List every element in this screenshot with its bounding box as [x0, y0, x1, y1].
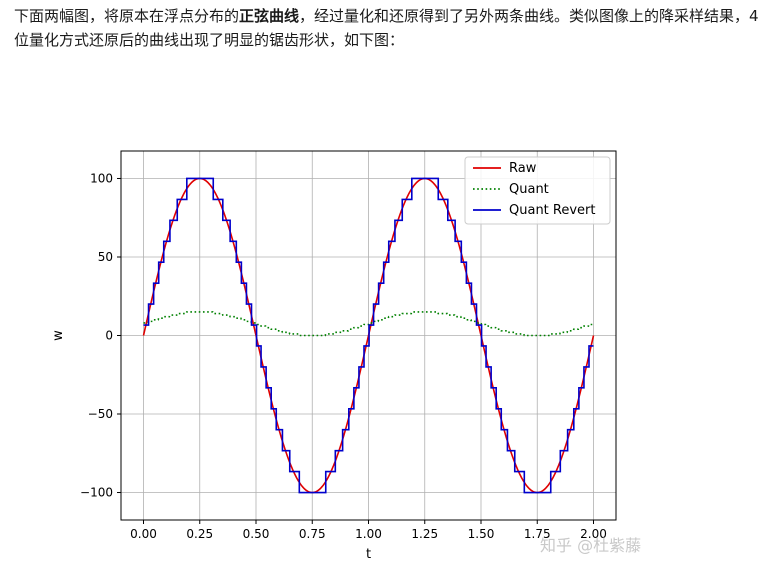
y-tick-label: −100 — [80, 486, 113, 500]
x-tick-label: 0.00 — [130, 527, 157, 541]
y-tick-label: 50 — [98, 250, 113, 264]
chart-legend: Raw Quant Quant Revert — [464, 156, 611, 225]
legend-label-raw: Raw — [509, 161, 537, 176]
y-axis-ticks: 100 50 0 −50 −100 — [80, 171, 121, 500]
x-tick-label: 1.25 — [411, 527, 438, 541]
legend-label-quant: Quant — [509, 182, 549, 197]
intro-text-after: ，经过量化和还原得到了另外两条曲线。类似图像上的降采样结果，4 位量化方式还原后… — [14, 7, 759, 49]
y-tick-label: −50 — [88, 407, 113, 421]
series-group — [142, 177, 595, 494]
x-tick-label: 0.25 — [186, 527, 213, 541]
intro-text-bold: 正弦曲线 — [239, 7, 300, 25]
x-tick-label: 0.75 — [299, 527, 326, 541]
x-axis-ticks: 0.00 0.25 0.50 0.75 1.00 1.25 1.50 1.75 2.00 — [130, 520, 607, 541]
x-tick-label: 1.75 — [524, 527, 551, 541]
x-tick-label: 1.50 — [468, 527, 495, 541]
x-tick-label: 2.00 — [580, 527, 607, 541]
series-line-quant-revert — [143, 177, 594, 494]
watermark-text: 知乎 @杜紫藤 — [540, 536, 642, 555]
y-tick-label: 100 — [90, 171, 113, 185]
intro-paragraph: 下面两幅图，将原本在浮点分布的正弦曲线，经过量化和还原得到了另外两条曲线。类似图… — [14, 4, 766, 52]
y-tick-label: 0 — [105, 329, 113, 343]
x-tick-label: 1.00 — [355, 527, 382, 541]
intro-text-before: 下面两幅图，将原本在浮点分布的 — [14, 7, 240, 25]
x-tick-label: 0.50 — [243, 527, 270, 541]
x-axis-label: t — [366, 547, 371, 562]
y-axis-label: w — [51, 330, 66, 341]
legend-label-quant-revert: Quant Revert — [509, 203, 596, 218]
legend-box — [464, 156, 611, 225]
